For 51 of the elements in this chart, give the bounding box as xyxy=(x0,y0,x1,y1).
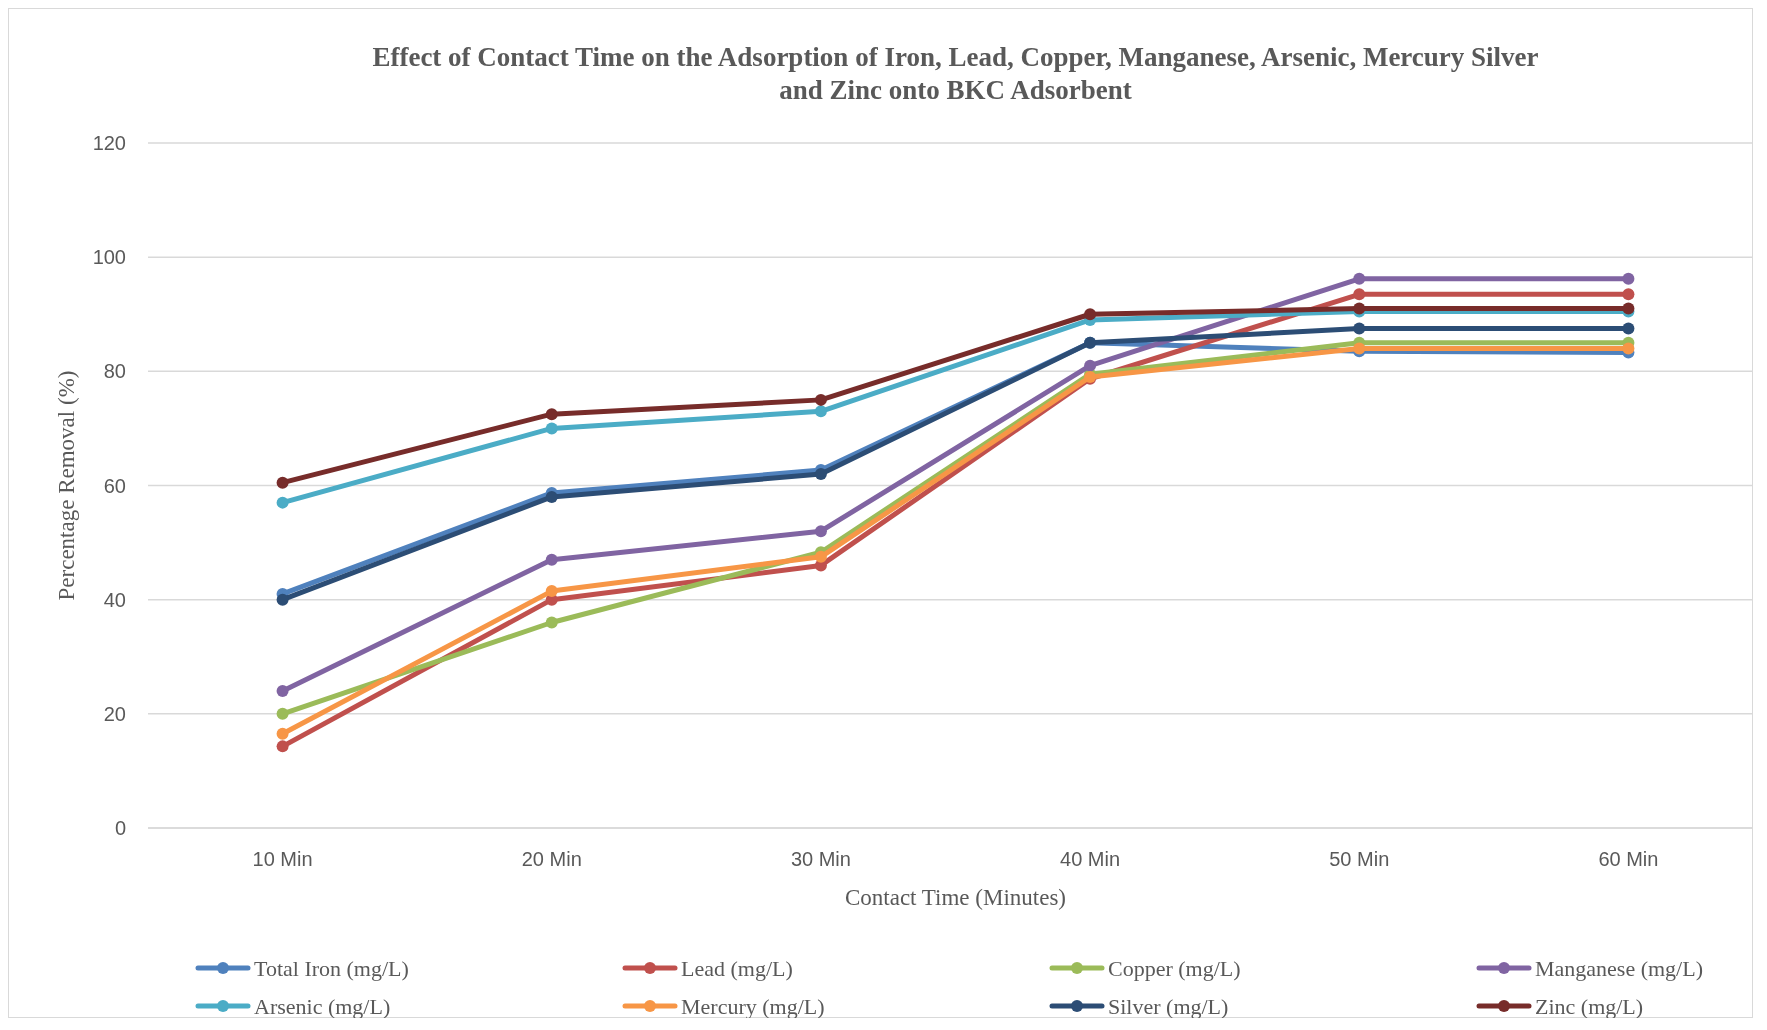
y-tick-label: 20 xyxy=(103,702,126,725)
y-tick-label: 120 xyxy=(92,132,126,154)
x-tick-label: 20 Min xyxy=(521,848,582,870)
point xyxy=(1622,322,1635,335)
y-tick-label: 0 xyxy=(114,817,126,839)
point xyxy=(1622,342,1635,355)
legend-label: Total Iron (mg/L) xyxy=(254,955,409,981)
point xyxy=(545,408,558,421)
y-axis-title: Percentage Removal (%) xyxy=(54,370,79,601)
chart-title: Effect of Contact Time on the Adsorption of Iron, Lead, Copper, Manganese, Arsenic, Mercury Silver and Zinc onto BKC Adsorbent xyxy=(372,42,1539,105)
legend-label: Arsenic (mg/L) xyxy=(254,993,391,1019)
point xyxy=(1353,272,1366,285)
point xyxy=(545,585,558,598)
legend-label: Lead (mg/L) xyxy=(681,955,793,981)
y-tick-label: 60 xyxy=(103,474,126,497)
point xyxy=(814,550,827,563)
point xyxy=(1353,288,1366,301)
point xyxy=(814,525,827,538)
point xyxy=(276,593,289,606)
point xyxy=(276,496,289,509)
x-tick-label: 10 Min xyxy=(252,848,313,870)
point xyxy=(814,405,827,418)
x-tick-label: 60 Min xyxy=(1598,848,1659,870)
x-tick-label: 30 Min xyxy=(790,848,851,870)
legend-label: Manganese (mg/L) xyxy=(1535,955,1703,981)
point xyxy=(1622,272,1635,285)
point xyxy=(814,468,827,481)
point xyxy=(276,685,289,697)
x-tick-label: 40 Min xyxy=(1060,848,1121,870)
point xyxy=(1622,288,1635,301)
point xyxy=(545,422,558,435)
x-tick-label: 50 Min xyxy=(1329,848,1390,870)
point xyxy=(276,707,289,720)
point xyxy=(545,553,558,566)
point xyxy=(545,616,558,629)
point xyxy=(276,727,289,740)
point xyxy=(276,476,289,489)
legend-label: Silver (mg/L) xyxy=(1108,993,1229,1019)
y-tick-label: 100 xyxy=(92,246,126,269)
legend-label: Zinc (mg/L) xyxy=(1535,993,1644,1019)
point xyxy=(1353,322,1366,335)
point xyxy=(814,393,827,406)
point xyxy=(276,740,289,753)
y-tick-label: 40 xyxy=(103,588,126,611)
y-tick-label: 80 xyxy=(103,360,126,383)
point xyxy=(1084,308,1097,321)
legend-label: Copper (mg/L) xyxy=(1108,955,1241,981)
point xyxy=(1084,359,1097,372)
x-axis-title: Contact Time (Minutes) xyxy=(844,885,1067,910)
legend-label: Mercury (mg/L) xyxy=(681,993,825,1019)
point xyxy=(545,490,558,503)
